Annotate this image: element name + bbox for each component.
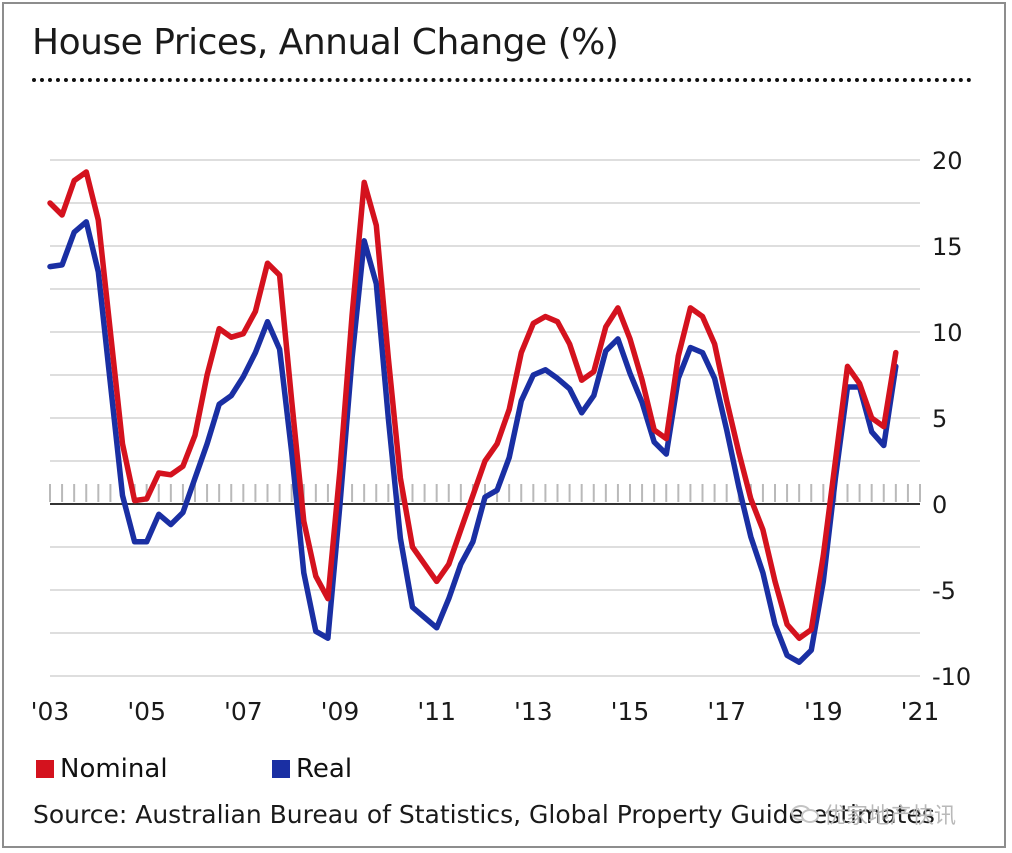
legend-item-real: Real xyxy=(272,754,352,784)
y-tick-label: 15 xyxy=(932,233,963,261)
series-line-nominal xyxy=(47,169,899,641)
y-tick-label: 0 xyxy=(932,491,947,519)
x-tick-label: '17 xyxy=(707,697,746,726)
x-tick-label: '03 xyxy=(31,697,70,726)
y-tick-label: -5 xyxy=(932,577,956,605)
y-tick-label: 10 xyxy=(932,319,963,347)
nominal-swatch xyxy=(36,760,54,778)
x-tick-label: '05 xyxy=(127,697,166,726)
chart-title: House Prices, Annual Change (%) xyxy=(32,22,619,63)
x-tick-label: '13 xyxy=(514,697,553,726)
y-tick-label: 20 xyxy=(932,147,963,175)
y-tick-label: -10 xyxy=(932,663,971,691)
x-tick-label: '15 xyxy=(611,697,650,726)
legend-label-nominal: Nominal xyxy=(60,754,168,784)
watermark: 优家地产快讯 xyxy=(790,798,956,830)
x-tick-label: '09 xyxy=(321,697,360,726)
source-note: Source: Australian Bureau of Statistics,… xyxy=(33,800,935,829)
chat-bubble-icon xyxy=(791,805,819,823)
real-swatch xyxy=(272,760,290,778)
x-tick-label: '19 xyxy=(804,697,843,726)
x-tick-label: '21 xyxy=(901,697,940,726)
watermark-text: 优家地产快讯 xyxy=(824,804,957,829)
x-tick-label: '07 xyxy=(224,697,263,726)
series-line-real xyxy=(47,219,899,665)
title-divider xyxy=(32,78,972,82)
x-tick-label: '11 xyxy=(417,697,456,726)
legend-item-nominal: Nominal xyxy=(36,754,168,784)
legend-label-real: Real xyxy=(296,754,353,784)
y-tick-label: 5 xyxy=(932,405,947,433)
